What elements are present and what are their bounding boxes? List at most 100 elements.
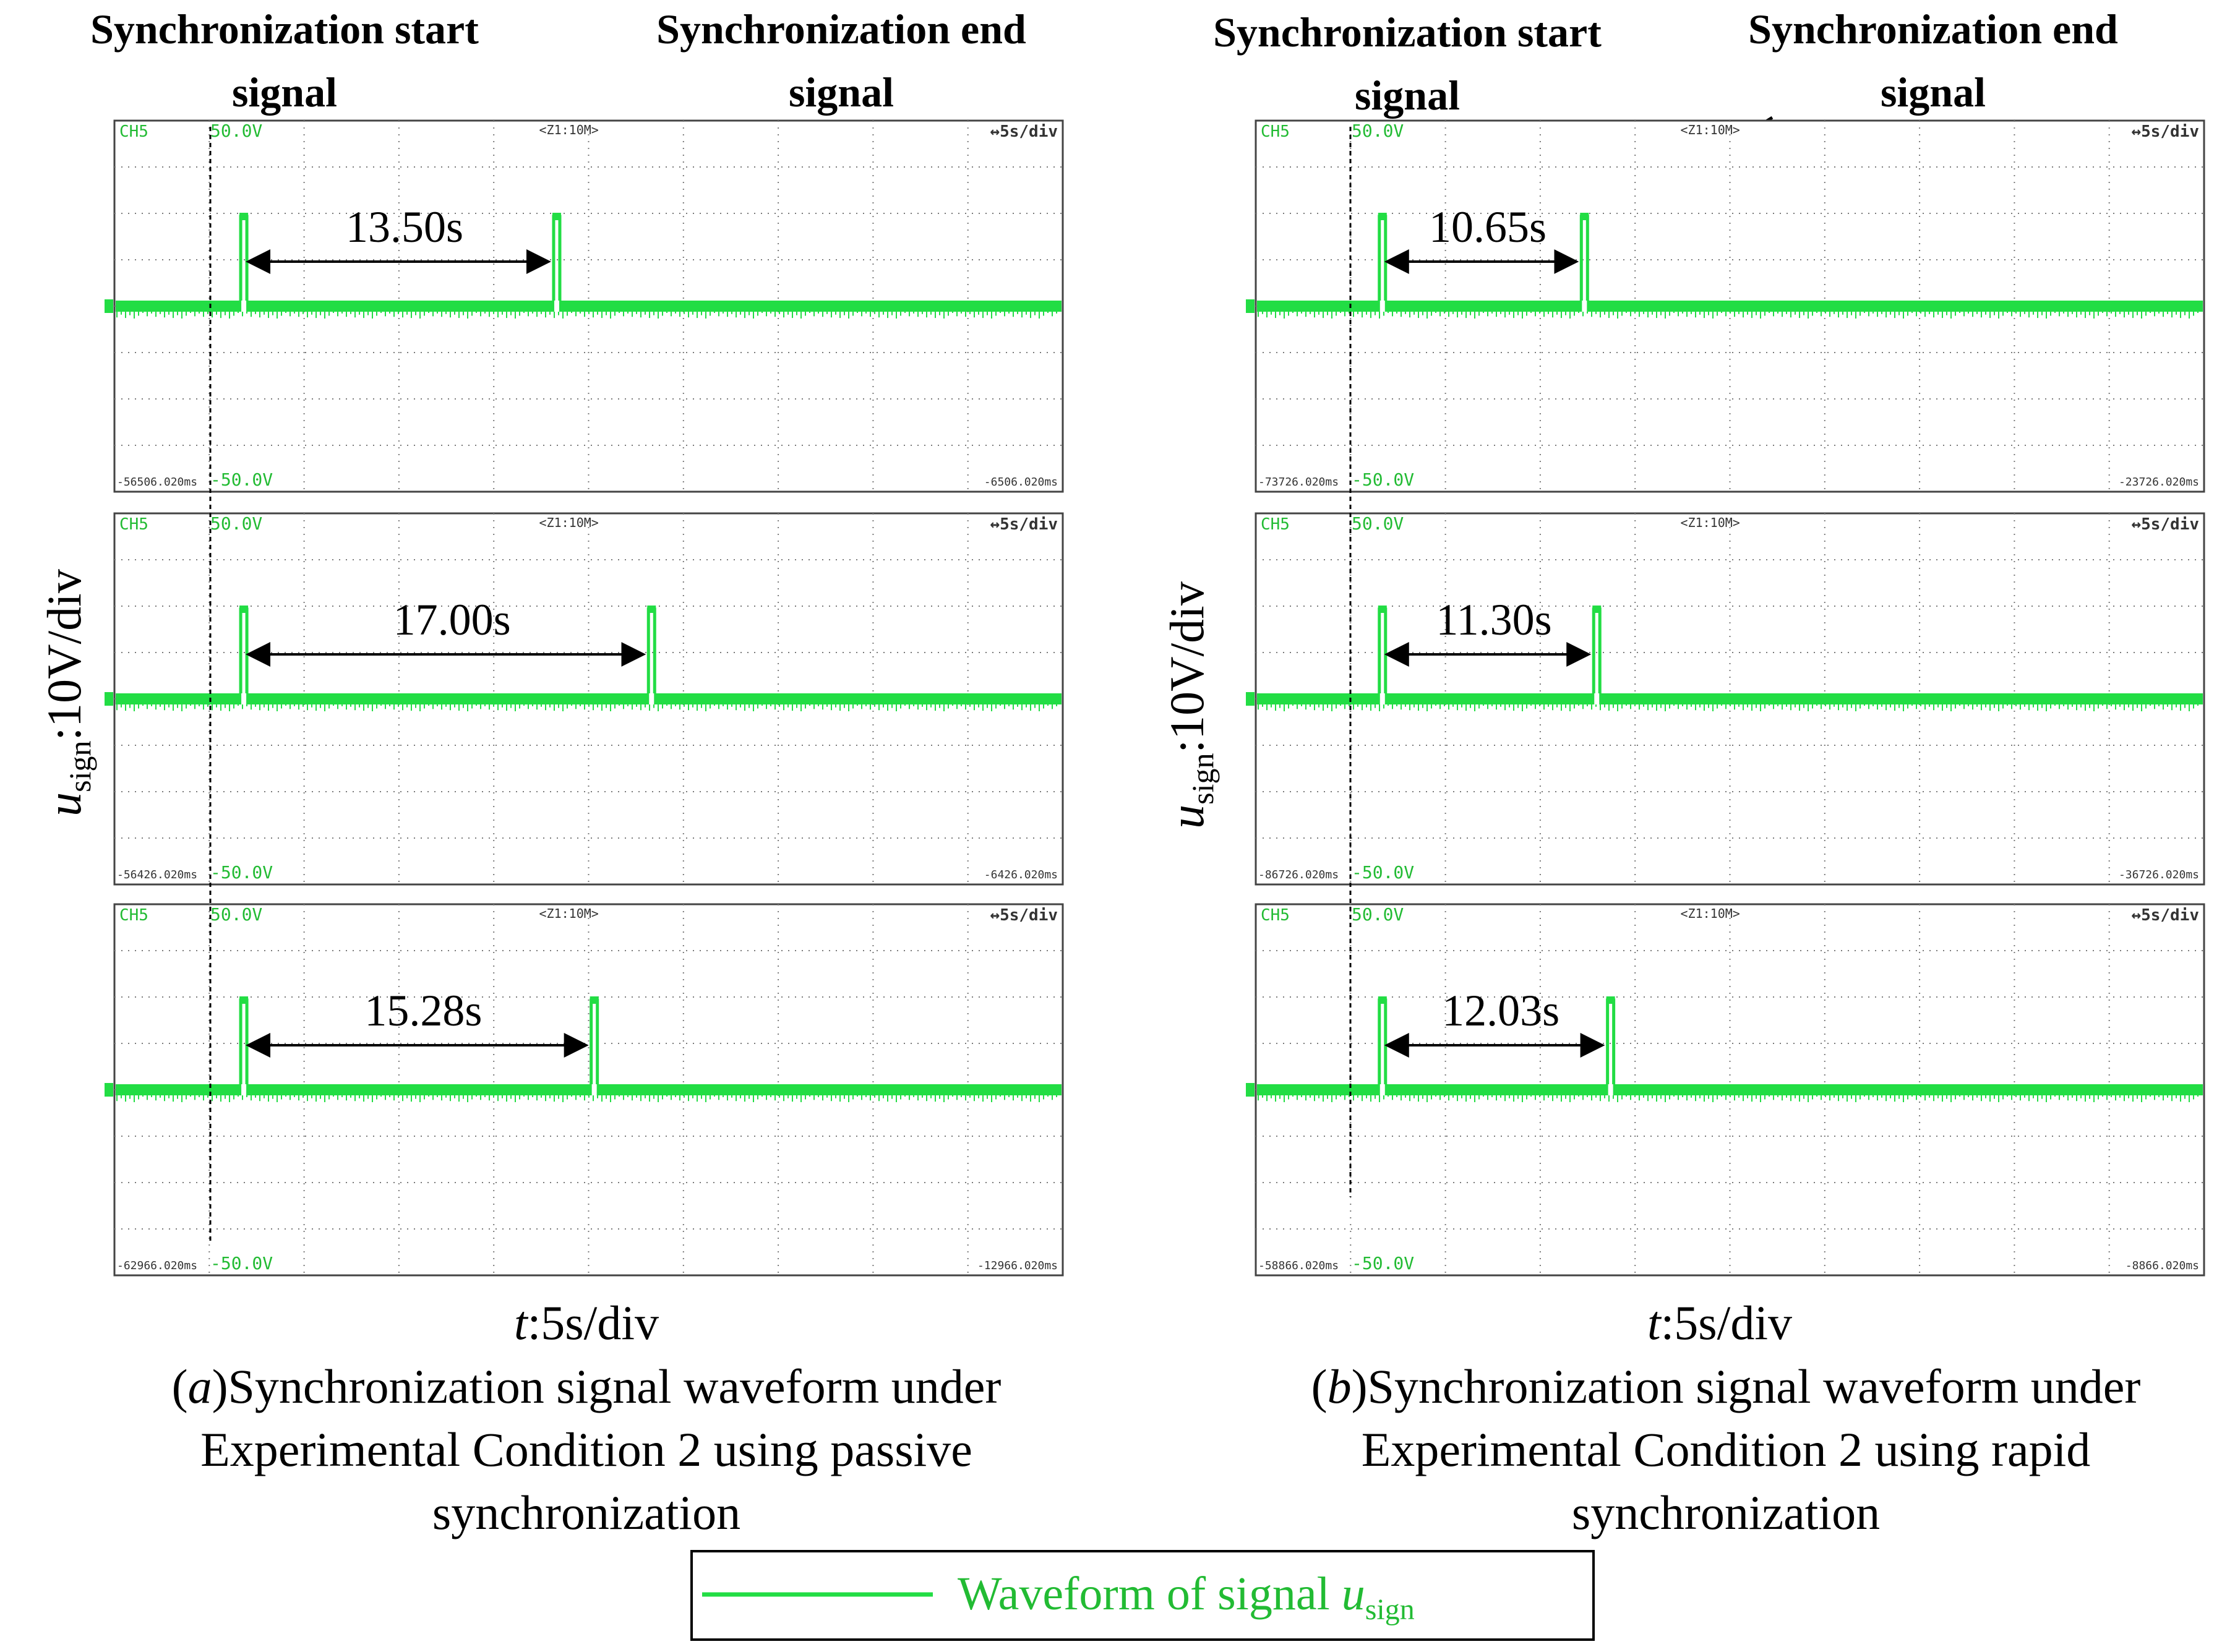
annotation-end-line1: Synchronization end [656, 6, 1026, 53]
zoom-label: <Z1:10M> [539, 122, 599, 137]
caption-text: )Synchronization signal waveform under [212, 1359, 1002, 1413]
zoom-label: <Z1:10M> [539, 515, 599, 530]
timebase-label: ↔5s/div [990, 122, 1058, 141]
timebase-label: ↔5s/div [990, 515, 1058, 534]
annotation-end-line2: signal [1881, 69, 1986, 116]
scope-b-3: 12.03s CH5 50.0V <Z1:10M> ↔5s/div -58866.020m… [1246, 903, 2205, 1277]
zoom-label: <Z1:10M> [1681, 122, 1740, 137]
sync-start-pulse-gap [1379, 693, 1385, 704]
ground-marker-icon [1246, 1083, 1255, 1097]
volts-bottom-label: -50.0V [1352, 469, 1414, 490]
sync-end-pulse-gap [591, 1084, 597, 1095]
sync-end-pulse-top [1580, 213, 1589, 220]
time-start-label: -73726.020ms [1258, 476, 1339, 489]
sync-end-pulse-gap [1608, 1084, 1613, 1095]
zoom-label: <Z1:10M> [1681, 906, 1740, 921]
signal-baseline [116, 693, 1062, 704]
signal-baseline [1257, 693, 2203, 704]
sync-start-pulse-gap [1379, 301, 1385, 312]
sync-end-pulse-top [647, 606, 656, 613]
y-label-suffix: :10V/div [37, 569, 91, 740]
y-label-main: u [37, 792, 91, 816]
timebase-label: ↔5s/div [2131, 122, 2199, 141]
time-start-label: -58866.020ms [1258, 1259, 1339, 1272]
volts-bottom-label: -50.0V [210, 1253, 273, 1273]
x-label-italic: t [1647, 1296, 1662, 1350]
sync-end-pulse-gap [1582, 301, 1587, 312]
timebase-label: ↔5s/div [2131, 515, 2199, 534]
interval-label: 15.28s [364, 986, 482, 1035]
interval-label: 12.03s [1442, 986, 1559, 1035]
annotation-start-line1: Synchronization start [90, 6, 479, 53]
y-label-sub: sign [62, 740, 97, 792]
panel-b-annotations: Synchronization start signal Synchroniza… [1213, 6, 2118, 259]
channel-label: CH5 [119, 515, 148, 534]
sync-start-pulse-top [1378, 996, 1387, 1004]
scope-b-1: 10.65s CH5 50.0V <Z1:10M> ↔5s/div -73726.020m… [1246, 119, 2205, 493]
sync-end-pulse-top [552, 213, 561, 220]
sync-start-pulse-gap [241, 301, 247, 312]
volts-top-label: 50.0V [1352, 513, 1404, 534]
sync-end-pulse-gap [554, 301, 559, 312]
channel-label: CH5 [1261, 906, 1290, 925]
time-end-label: -12966.020ms [977, 1259, 1058, 1272]
sync-start-pulse-top [239, 606, 249, 613]
caption-line3: synchronization [1572, 1486, 1880, 1539]
signal-noise [1258, 1095, 2199, 1102]
volts-bottom-label: -50.0V [1352, 1253, 1414, 1273]
legend-label: Waveform of signal usign [958, 1568, 1415, 1626]
ground-marker-icon [105, 692, 113, 706]
x-label-italic: t [514, 1296, 529, 1350]
sync-start-pulse-top [239, 213, 249, 220]
time-end-label: -6506.020ms [984, 476, 1058, 489]
sync-end-pulse-gap [649, 693, 654, 704]
scope-windows: 13.50s CH5 50.0V <Z1:10M> ↔5s/div -56506.020m… [105, 119, 2205, 1277]
channel-label: CH5 [119, 906, 148, 925]
timebase-label: ↔5s/div [990, 906, 1058, 925]
ground-marker-icon [1246, 692, 1255, 706]
scope-a-3: 15.28s CH5 50.0V <Z1:10M> ↔5s/div -62966.020m… [105, 903, 1064, 1277]
x-axis-label-b: t:5s/div [1647, 1296, 1792, 1350]
annotation-start-line2: signal [1355, 72, 1460, 119]
time-start-label: -56426.020ms [117, 868, 197, 881]
time-start-label: -86726.020ms [1258, 868, 1339, 881]
sync-end-pulse-gap [1594, 693, 1600, 704]
signal-noise [116, 704, 1057, 711]
annotation-end-line2: signal [789, 69, 894, 116]
x-label-rest: :5s/div [528, 1296, 659, 1350]
caption-a: (a)Synchronization signal waveform under… [172, 1359, 1002, 1539]
volts-top-label: 50.0V [210, 121, 262, 141]
signal-baseline [116, 301, 1062, 312]
volts-top-label: 50.0V [210, 513, 262, 534]
sync-start-pulse-top [1378, 213, 1387, 220]
ground-marker-icon [105, 299, 113, 313]
ground-marker-icon [105, 1083, 113, 1097]
annotation-end-line1: Synchronization end [1748, 6, 2118, 53]
x-label-rest: :5s/div [1661, 1296, 1792, 1350]
signal-baseline [116, 1084, 1062, 1095]
scope-a-2: 17.00s CH5 50.0V <Z1:10M> ↔5s/div -56426.020m… [105, 512, 1064, 886]
signal-noise [116, 1095, 1057, 1102]
legend-sub: sign [1365, 1593, 1415, 1626]
y-label-suffix: :10V/div [1160, 581, 1214, 753]
signal-noise [1258, 704, 2199, 711]
time-start-label: -62966.020ms [117, 1259, 197, 1272]
signal-baseline [1257, 1084, 2203, 1095]
svg-text:usign:10V/div: usign:10V/div [1160, 581, 1220, 829]
time-end-label: -6426.020ms [984, 868, 1058, 881]
zoom-label: <Z1:10M> [539, 906, 599, 921]
volts-bottom-label: -50.0V [210, 469, 273, 490]
legend-var: u [1342, 1568, 1365, 1620]
caption-letter: b [1328, 1359, 1352, 1413]
caption-line3: synchronization [432, 1486, 740, 1539]
legend-text: Waveform of signal [958, 1568, 1342, 1620]
svg-text:usign:10V/div: usign:10V/div [37, 569, 97, 816]
caption-line2: Experimental Condition 2 using rapid [1362, 1423, 2091, 1476]
annotation-start-line1: Synchronization start [1213, 9, 1602, 56]
caption-b: (b)Synchronization signal waveform under… [1311, 1359, 2141, 1539]
sync-end-pulse-top [1592, 606, 1602, 613]
volts-bottom-label: -50.0V [210, 862, 273, 883]
signal-baseline [1257, 301, 2203, 312]
zoom-label: <Z1:10M> [1681, 515, 1740, 530]
